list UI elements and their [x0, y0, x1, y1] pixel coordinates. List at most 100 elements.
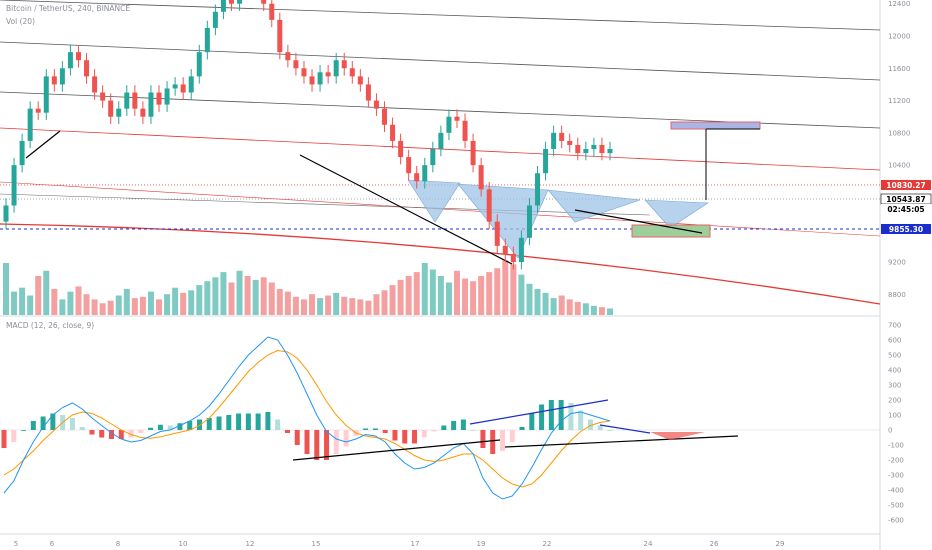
price-label: 10543.87	[886, 195, 925, 204]
signal-line	[3, 349, 611, 488]
candle-body	[333, 60, 339, 77]
macd-tick-label: -500	[888, 502, 904, 510]
time-tick-label: 17	[411, 540, 420, 548]
candle-body	[261, 0, 267, 4]
candle-body	[51, 76, 57, 85]
volume-bar	[429, 269, 436, 315]
candle-body	[269, 3, 275, 20]
candle-body	[567, 140, 573, 145]
price-tick-label: 12000	[888, 33, 910, 41]
volume-bar	[204, 281, 211, 315]
time-tick-label: 19	[477, 540, 486, 548]
candle-body	[180, 84, 186, 93]
macd-histogram-bar	[509, 430, 515, 442]
macd-divergence-line	[469, 399, 609, 425]
candle-body	[35, 108, 41, 113]
volume-legend: Vol (20)	[6, 17, 35, 26]
price-tick-label: 12400	[888, 0, 910, 8]
candle-body	[559, 132, 565, 141]
candle-body	[140, 108, 146, 117]
volume-bar	[445, 282, 452, 315]
candle-body	[462, 120, 468, 141]
volume-bar	[405, 276, 412, 315]
macd-histogram-bar	[304, 430, 310, 454]
volume-bar	[381, 290, 388, 315]
volume-bars	[3, 260, 613, 315]
candle-body	[535, 173, 541, 206]
candle-body	[59, 68, 65, 85]
candle-body	[551, 132, 557, 149]
volume-bar	[3, 263, 9, 315]
volume-bar	[51, 289, 58, 315]
macd-histogram-bar	[412, 430, 418, 444]
volume-bar	[341, 296, 348, 315]
macd-histogram-bar	[21, 430, 27, 431]
volume-bar	[147, 291, 154, 315]
pattern-right-shoulder	[547, 189, 641, 223]
candle-body	[357, 76, 363, 85]
macd-histogram-bar	[470, 430, 476, 431]
volume-bar	[156, 299, 163, 315]
candle-body	[293, 60, 299, 69]
macd-axis: 700 600 500 400 300 200 100 0 -100 -200 -300 -400 -5…	[888, 322, 904, 525]
candle-body	[607, 149, 613, 154]
volume-bar	[19, 287, 26, 315]
macd-histogram-bar	[196, 419, 202, 430]
time-tick-label: 6	[50, 540, 55, 548]
macd-histogram-bar	[138, 430, 144, 433]
time-tick-label: 8	[116, 540, 120, 548]
macd-line	[3, 336, 611, 500]
volume-bar	[462, 278, 469, 315]
candle-body	[502, 245, 508, 254]
macd-histogram-bar	[40, 416, 46, 430]
macd-histogram-bar	[402, 430, 408, 444]
volume-bar	[309, 294, 316, 315]
candle-body	[132, 92, 138, 109]
volume-bar	[236, 270, 243, 315]
volume-bar	[115, 295, 122, 315]
candle-body	[92, 76, 98, 93]
time-tick-label: 24	[644, 540, 653, 548]
candle-body	[414, 173, 420, 182]
volume-bar	[27, 295, 34, 315]
volume-bar	[284, 291, 291, 315]
lower-channel-curve	[0, 223, 881, 305]
volume-bar	[421, 263, 428, 315]
macd-histogram-bar	[548, 400, 554, 430]
symbol-legend: Bitcoin / TetherUS, 240, BINANCE	[6, 4, 130, 13]
volume-bar	[494, 268, 501, 315]
candle-body	[156, 92, 162, 105]
time-tick-label: 12	[246, 540, 255, 548]
candle-body	[341, 60, 347, 69]
candle-body	[164, 88, 170, 105]
candle-body	[212, 11, 218, 28]
candle-body	[228, 0, 234, 4]
candle-body	[494, 221, 500, 246]
macd-legend: MACD (12, 26, close, 9)	[6, 321, 94, 330]
price-tick-label: 11200	[888, 97, 910, 105]
neckline	[0, 193, 651, 216]
macd-tick-label: 200	[888, 397, 901, 405]
macd-histogram-bar	[519, 427, 525, 430]
macd-trendline	[292, 439, 501, 461]
candle-body	[75, 52, 81, 61]
candle-body	[406, 157, 412, 174]
volume-bar	[276, 289, 283, 315]
candle-body	[43, 76, 49, 113]
macd-histogram-bar	[431, 430, 437, 432]
macd-histogram-bar	[79, 427, 85, 430]
macd-histogram-bar	[89, 430, 95, 435]
volume-bar	[582, 303, 589, 315]
projected-pattern	[644, 199, 709, 229]
volume-bar	[99, 303, 106, 315]
volume-bar	[397, 279, 404, 315]
upper-channel-line	[0, 0, 881, 31]
time-tick-label: 26	[710, 540, 719, 548]
macd-projection	[650, 432, 705, 440]
macd-tick-label: -100	[888, 442, 904, 450]
volume-bar	[486, 272, 493, 315]
volume-bar	[389, 285, 396, 315]
candle-body	[148, 92, 154, 117]
volume-bar	[349, 298, 356, 315]
